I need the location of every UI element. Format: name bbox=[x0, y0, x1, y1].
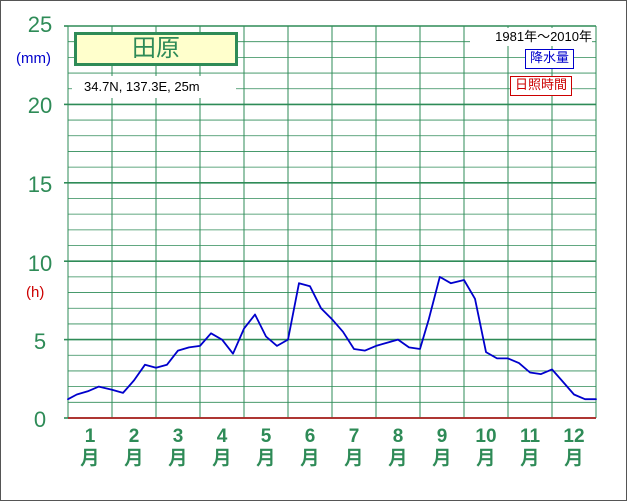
month-number: 12 bbox=[563, 426, 585, 447]
month-number: 9 bbox=[436, 426, 448, 447]
station-location: 34.7N, 137.3E, 25m bbox=[72, 76, 236, 98]
precip-unit-label: (mm) bbox=[16, 50, 51, 67]
month-suffix: 月 bbox=[520, 448, 540, 469]
month-suffix: 月 bbox=[80, 448, 100, 469]
station-name-box: 田原 bbox=[74, 32, 238, 66]
month-number: 1 bbox=[84, 426, 96, 447]
y-tick-label-15: 15 bbox=[27, 172, 53, 197]
month-suffix: 月 bbox=[432, 448, 452, 469]
month-suffix: 月 bbox=[388, 448, 408, 469]
month-number: 11 bbox=[519, 426, 541, 447]
month-suffix: 月 bbox=[564, 448, 584, 469]
month-number: 4 bbox=[216, 426, 228, 447]
legend-precipitation: 降水量 bbox=[525, 49, 575, 69]
month-number: 8 bbox=[392, 426, 404, 447]
month-suffix: 月 bbox=[168, 448, 188, 469]
sunshine-unit-label: (h) bbox=[26, 284, 45, 301]
month-number: 10 bbox=[475, 426, 497, 447]
series-line-precipitation bbox=[67, 276, 597, 401]
month-suffix: 月 bbox=[344, 448, 364, 469]
month-label: 10 月 bbox=[468, 426, 504, 470]
month-suffix: 月 bbox=[476, 448, 496, 469]
y-tick-label-20: 20 bbox=[27, 93, 53, 118]
month-number: 3 bbox=[172, 426, 184, 447]
month-number: 2 bbox=[128, 426, 140, 447]
month-label: 11 月 bbox=[512, 426, 548, 470]
month-number: 7 bbox=[348, 426, 360, 447]
legend-sunshine: 日照時間 bbox=[510, 76, 573, 96]
month-suffix: 月 bbox=[124, 448, 144, 469]
y-tick-label-5: 5 bbox=[33, 329, 47, 354]
month-suffix: 月 bbox=[300, 448, 320, 469]
month-number: 6 bbox=[304, 426, 316, 447]
y-tick-label-25: 25 bbox=[27, 12, 53, 37]
month-suffix: 月 bbox=[212, 448, 232, 469]
station-name: 田原 bbox=[132, 35, 180, 62]
y-tick-label-10: 10 bbox=[27, 251, 53, 276]
period-label: 1981年～2010年 bbox=[470, 28, 592, 46]
month-number: 5 bbox=[260, 426, 272, 447]
month-suffix: 月 bbox=[256, 448, 276, 469]
month-label: 12 月 bbox=[556, 426, 592, 470]
y-tick-label-0: 0 bbox=[33, 407, 47, 432]
